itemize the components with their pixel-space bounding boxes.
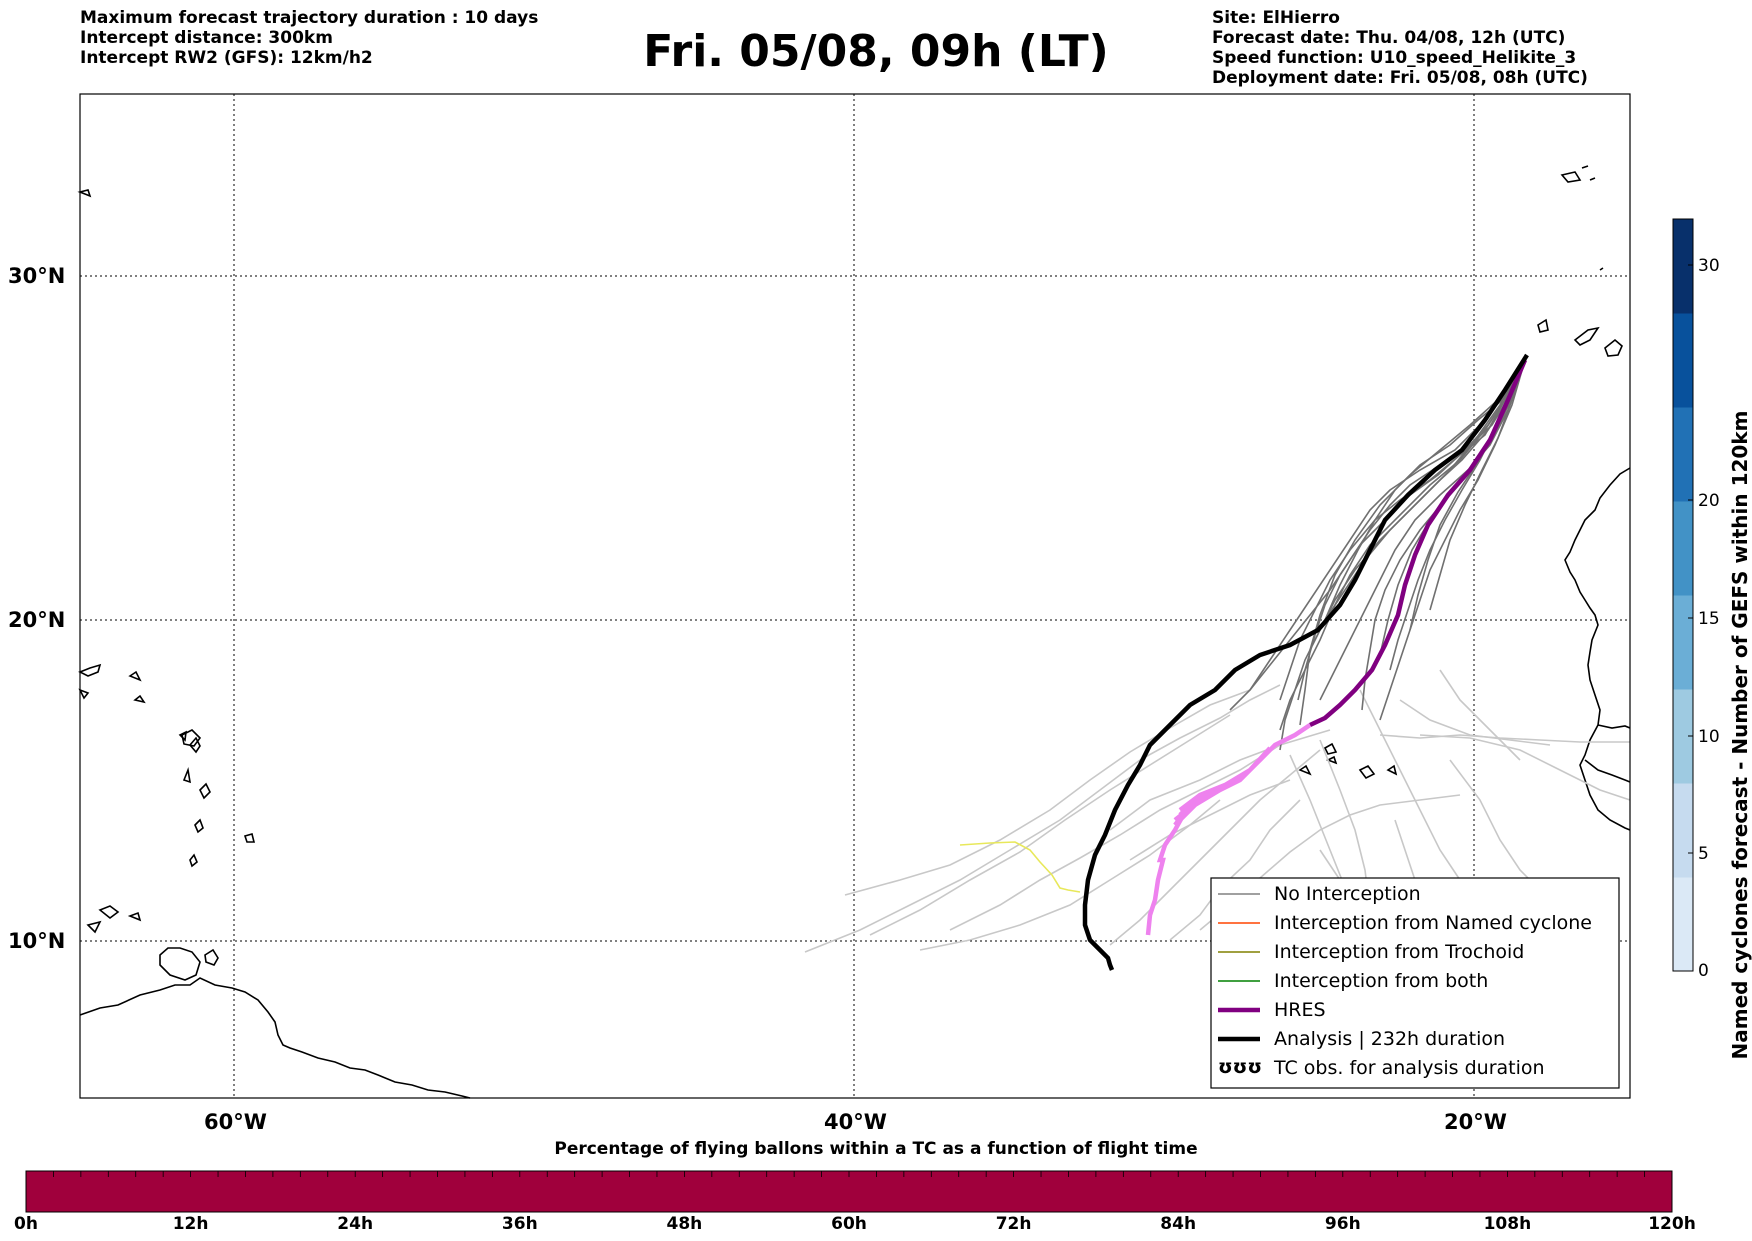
trajectories-light	[804, 669, 1631, 953]
lon-label-60w: 60°W	[204, 1110, 267, 1134]
trajectory-analysis	[1082, 353, 1529, 971]
colorbar-title: Named cyclones forecast - Number of GEFS…	[1728, 410, 1752, 1060]
legend-label-hres: HRES	[1274, 999, 1326, 1021]
time-tick-60h: 60h	[831, 1214, 867, 1234]
island-abc	[86, 905, 142, 934]
colorbar-tick-5: 5	[1698, 844, 1709, 864]
colorbar-tick-30: 30	[1698, 256, 1720, 276]
island-azores-small	[1599, 267, 1604, 271]
trajectory-yellow	[959, 841, 1081, 893]
island-puerto-rico-cluster	[78, 663, 146, 704]
legend-label-analysis: Analysis | 232h duration	[1274, 1028, 1506, 1050]
lon-label-20w: 20°W	[1444, 1110, 1507, 1134]
legend-label-no-interception: No Interception	[1274, 883, 1421, 905]
header-duration: Maximum forecast trajectory duration : 1…	[80, 8, 539, 28]
time-tick-120h: 120h	[1648, 1214, 1696, 1234]
island-madeira	[1560, 165, 1596, 183]
time-tick-24h: 24h	[337, 1214, 374, 1234]
lat-label-20n: 20°N	[8, 608, 66, 632]
map-frame	[79, 93, 1631, 1099]
page-title: Fri. 05/08, 09h (LT)	[643, 26, 1109, 77]
time-tick-0h: 0h	[14, 1214, 38, 1234]
time-tick-96h: 96h	[1324, 1214, 1361, 1234]
coast-africa-guinea	[1584, 724, 1631, 783]
island-guadeloupe	[181, 729, 202, 747]
island-canary-gran	[1537, 318, 1549, 333]
legend-box	[1210, 877, 1620, 1089]
island-small-west	[77, 189, 256, 843]
island-cabo-verde	[1298, 742, 1398, 780]
colorbar-tick-10: 10	[1698, 727, 1720, 747]
trajectory-hres-late	[1145, 723, 1312, 936]
time-tick-12h: 12h	[172, 1214, 209, 1234]
coastlines	[77, 165, 1631, 1099]
time-tick-84h: 84h	[1160, 1214, 1197, 1234]
bottom-bar-title: Percentage of flying ballons within a TC…	[554, 1139, 1198, 1159]
time-tick-36h: 36h	[501, 1214, 538, 1234]
coast-africa	[1564, 467, 1631, 831]
header-speed-function: Speed function: U10_speed_Helikite_3	[1212, 48, 1577, 68]
header-deployment-date: Deployment date: Fri. 05/08, 08h (UTC)	[1212, 68, 1588, 88]
lon-label-40w: 40°W	[824, 1110, 887, 1134]
header-forecast-date: Forecast date: Thu. 04/08, 12h (UTC)	[1212, 28, 1566, 48]
coast-south-america	[79, 977, 471, 1099]
legend-tc-obs-icon: ʊʊʊ	[1218, 1056, 1263, 1078]
time-tick-48h: 48h	[666, 1214, 703, 1234]
legend-label-both: Interception from both	[1274, 970, 1489, 992]
island-trinidad	[204, 948, 219, 966]
map-legend	[1210, 877, 1620, 1089]
time-tick-108h: 108h	[1483, 1214, 1532, 1234]
colorbar-tick-0: 0	[1698, 961, 1709, 981]
colorbar-tick-20: 20	[1698, 491, 1720, 511]
island-canary-tenerife	[1604, 338, 1623, 357]
header-site: Site: ElHierro	[1212, 8, 1340, 28]
island-canary-lanzarote	[1573, 326, 1600, 346]
time-tick-72h: 72h	[995, 1214, 1032, 1234]
legend-label-trochoid: Interception from Trochoid	[1274, 941, 1525, 963]
header-intercept-distance: Intercept distance: 300km	[80, 28, 333, 48]
trajectory-hres	[1309, 359, 1528, 728]
colorbar-tick-15: 15	[1698, 609, 1720, 629]
lat-label-30n: 30°N	[8, 264, 66, 288]
lat-label-10n: 10°N	[8, 929, 66, 953]
legend-label-named-cyclone: Interception from Named cyclone	[1274, 912, 1592, 934]
header-intercept-rw2: Intercept RW2 (GFS): 12km/h2	[80, 48, 373, 68]
coast-venezuela-gulf	[159, 947, 201, 981]
island-lesser-antilles	[178, 730, 211, 868]
legend-label-tc-obs: TC obs. for analysis duration	[1274, 1057, 1545, 1079]
